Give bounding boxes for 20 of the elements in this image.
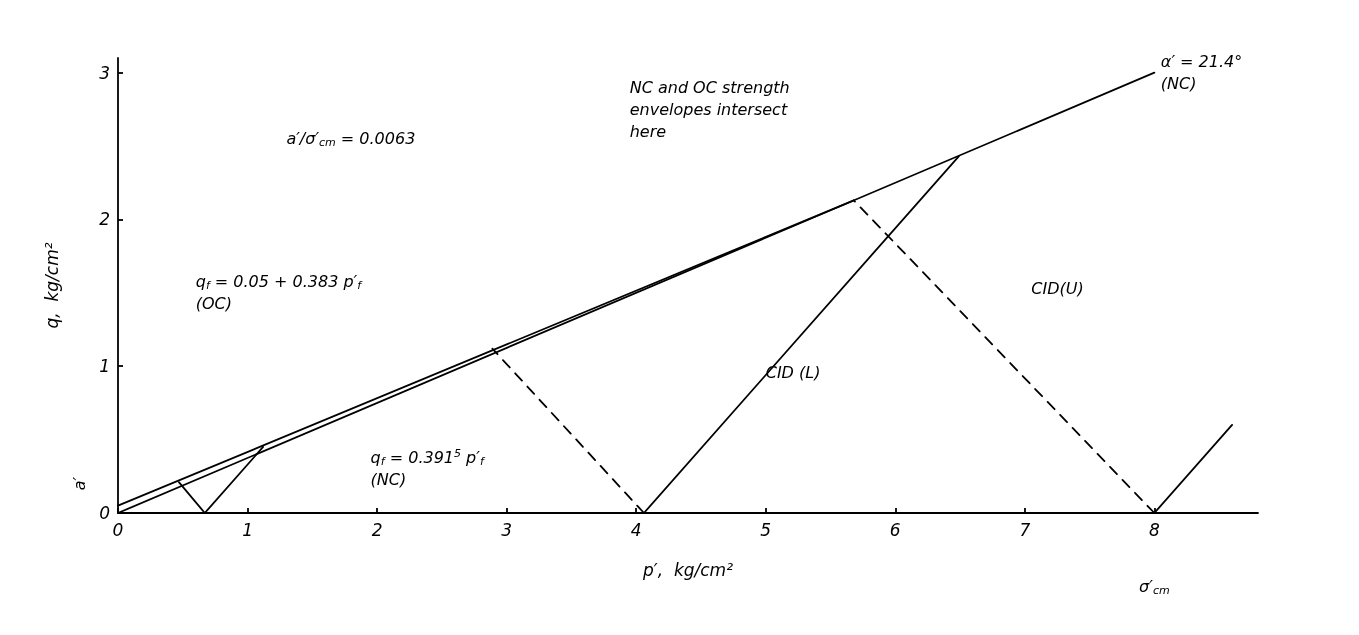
text: a′ [69, 476, 89, 491]
x-tick-label: 2 [371, 519, 383, 540]
annotation: α′ = 21.4° (NC) [1160, 52, 1243, 94]
y-tick-label: 1 [99, 356, 110, 377]
x-tick-label: 6 [889, 519, 901, 540]
annotation: CID (L) [765, 362, 821, 382]
y-tick-label: 0 [99, 503, 110, 523]
x-axis-title: p′, kg/cm² [642, 559, 734, 580]
x-tick-label: 5 [760, 519, 772, 540]
x-tick-label: 0 [112, 519, 124, 540]
x-tick-label: 3 [501, 519, 513, 540]
y-tick-label: 2 [99, 209, 110, 230]
x-tick-label: 4 [630, 519, 642, 540]
x-tick-label: 8 [1148, 519, 1160, 540]
y-tick-label: 3 [99, 62, 110, 83]
x-tick-label: 1 [242, 519, 253, 540]
annotation: NC and OC strength envelopes intersect here [629, 77, 790, 141]
x-tick-label: 7 [1019, 519, 1031, 540]
y-axis-title: q, kg/cm² [41, 242, 62, 329]
annotation: CID(U) [1031, 278, 1084, 298]
